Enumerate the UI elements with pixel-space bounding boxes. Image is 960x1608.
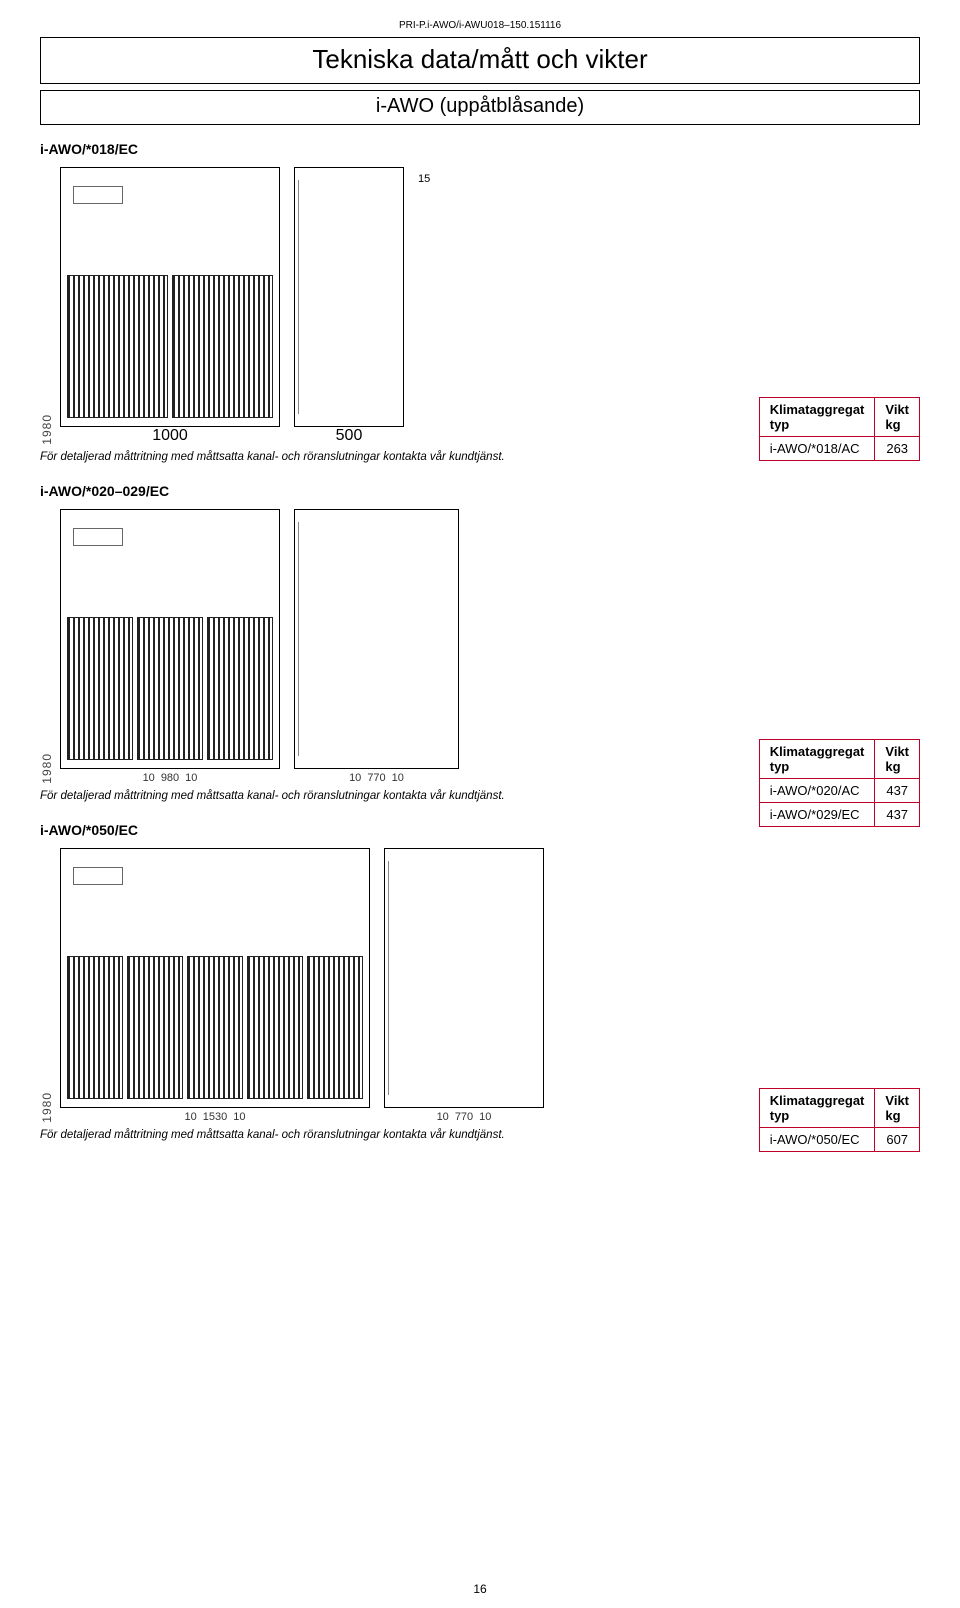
table-header-weight: Viktkg bbox=[875, 398, 920, 437]
dim-height-1: 1980 bbox=[40, 414, 54, 445]
section2-side-drawing bbox=[294, 509, 459, 769]
doc-reference: PRI-P.i-AWO/i-AWU018–150.151116 bbox=[40, 20, 920, 31]
dimension-value: 10 bbox=[437, 1111, 449, 1123]
dimension-value: 1530 bbox=[203, 1111, 227, 1123]
dimension-value: 980 bbox=[161, 772, 179, 784]
dim-front-width-1: 1000 bbox=[152, 427, 188, 445]
dim-height-2: 1980 bbox=[40, 753, 54, 784]
section1-side-drawing bbox=[294, 167, 404, 427]
dimension-value: 10 bbox=[479, 1111, 491, 1123]
section3-height-dim: 1980 bbox=[40, 1092, 54, 1123]
dimension-value: 10 bbox=[185, 1111, 197, 1123]
table-header-type: Klimataggregattyp bbox=[759, 1089, 875, 1128]
dim-height-3: 1980 bbox=[40, 1092, 54, 1123]
table-cell-weight: 437 bbox=[875, 803, 920, 827]
section2-table: Klimataggregattyp Viktkg i-AWO/*020/AC43… bbox=[759, 739, 920, 827]
table-row: i-AWO/*029/EC437 bbox=[759, 803, 919, 827]
dimension-value: 10 bbox=[233, 1111, 245, 1123]
section3-front-dims: 10 1530 10 bbox=[185, 1111, 246, 1123]
table-row: i-AWO/*050/EC607 bbox=[759, 1128, 919, 1152]
table-row: i-AWO/*020/AC437 bbox=[759, 779, 919, 803]
dimension-value: 10 bbox=[185, 772, 197, 784]
section2-grilles bbox=[61, 613, 279, 768]
section3: 1980 10153010 1077010 För detaljerad måt… bbox=[40, 848, 920, 1141]
section3-side-dims: 10 770 10 bbox=[437, 1111, 492, 1123]
dimension-value: 770 bbox=[455, 1111, 473, 1123]
section3-front-drawing bbox=[60, 848, 370, 1108]
section2-side-dims: 10 770 10 bbox=[349, 772, 404, 784]
section2-front-dims: 10 980 10 bbox=[143, 772, 198, 784]
section2-table-body: i-AWO/*020/AC437i-AWO/*029/EC437 bbox=[759, 779, 919, 827]
table-header-type: Klimataggregattyp bbox=[759, 740, 875, 779]
section2-front-drawing bbox=[60, 509, 280, 769]
page-number: 16 bbox=[473, 1582, 486, 1596]
section1-table: Klimataggregattyp Viktkg i-AWO/*018/AC26… bbox=[759, 397, 920, 461]
grille-panel bbox=[127, 956, 183, 1099]
dimension-value: 10 bbox=[349, 772, 361, 784]
table-cell-type: i-AWO/*050/EC bbox=[759, 1128, 875, 1152]
grille-panel bbox=[67, 275, 168, 418]
grille-panel bbox=[247, 956, 303, 1099]
grille-panel bbox=[307, 956, 363, 1099]
indicator-icon bbox=[73, 867, 123, 885]
section2-height-dim: 1980 bbox=[40, 753, 54, 784]
section3-table: Klimataggregattyp Viktkg i-AWO/*050/EC60… bbox=[759, 1088, 920, 1152]
section2: 1980 1098010 1077010 För detaljerad mått… bbox=[40, 509, 920, 802]
table-cell-weight: 437 bbox=[875, 779, 920, 803]
dimension-value: 10 bbox=[143, 772, 155, 784]
grille-panel bbox=[67, 617, 133, 760]
indicator-icon bbox=[73, 528, 123, 546]
grille-panel bbox=[137, 617, 203, 760]
page-subtitle-box: i-AWO (uppåtblåsande) bbox=[40, 90, 920, 125]
table-cell-type: i-AWO/*018/AC bbox=[759, 437, 875, 461]
section3-table-body: i-AWO/*050/EC607 bbox=[759, 1128, 919, 1152]
dimension-value: 10 bbox=[392, 772, 404, 784]
table-cell-type: i-AWO/*020/AC bbox=[759, 779, 875, 803]
section1-grilles bbox=[61, 271, 279, 426]
grille-panel bbox=[172, 275, 273, 418]
dim-gap-1: 15 bbox=[418, 173, 430, 185]
dim-side-width-1: 500 bbox=[336, 427, 363, 445]
section1-height-dim: 1980 bbox=[40, 414, 54, 445]
section1-front-drawing bbox=[60, 167, 280, 427]
section3-side-drawing bbox=[384, 848, 544, 1108]
dimension-value: 770 bbox=[367, 772, 385, 784]
indicator-icon bbox=[73, 186, 123, 204]
section1-table-body: i-AWO/*018/AC263 bbox=[759, 437, 919, 461]
section1-model-label: i-AWO/*018/EC bbox=[40, 141, 920, 157]
table-header-type: Klimataggregattyp bbox=[759, 398, 875, 437]
table-header-weight: Viktkg bbox=[875, 740, 920, 779]
grille-panel bbox=[187, 956, 243, 1099]
table-cell-weight: 607 bbox=[875, 1128, 920, 1152]
section3-grilles bbox=[61, 952, 369, 1107]
table-cell-weight: 263 bbox=[875, 437, 920, 461]
page-title-box: Tekniska data/mått och vikter bbox=[40, 37, 920, 84]
section2-model-label: i-AWO/*020–029/EC bbox=[40, 483, 920, 499]
table-row: i-AWO/*018/AC263 bbox=[759, 437, 919, 461]
table-cell-type: i-AWO/*029/EC bbox=[759, 803, 875, 827]
grille-panel bbox=[67, 956, 123, 1099]
grille-panel bbox=[207, 617, 273, 760]
table-header-weight: Viktkg bbox=[875, 1089, 920, 1128]
section1: 1980 1000 500 15 För detaljerad måttritn… bbox=[40, 167, 920, 463]
